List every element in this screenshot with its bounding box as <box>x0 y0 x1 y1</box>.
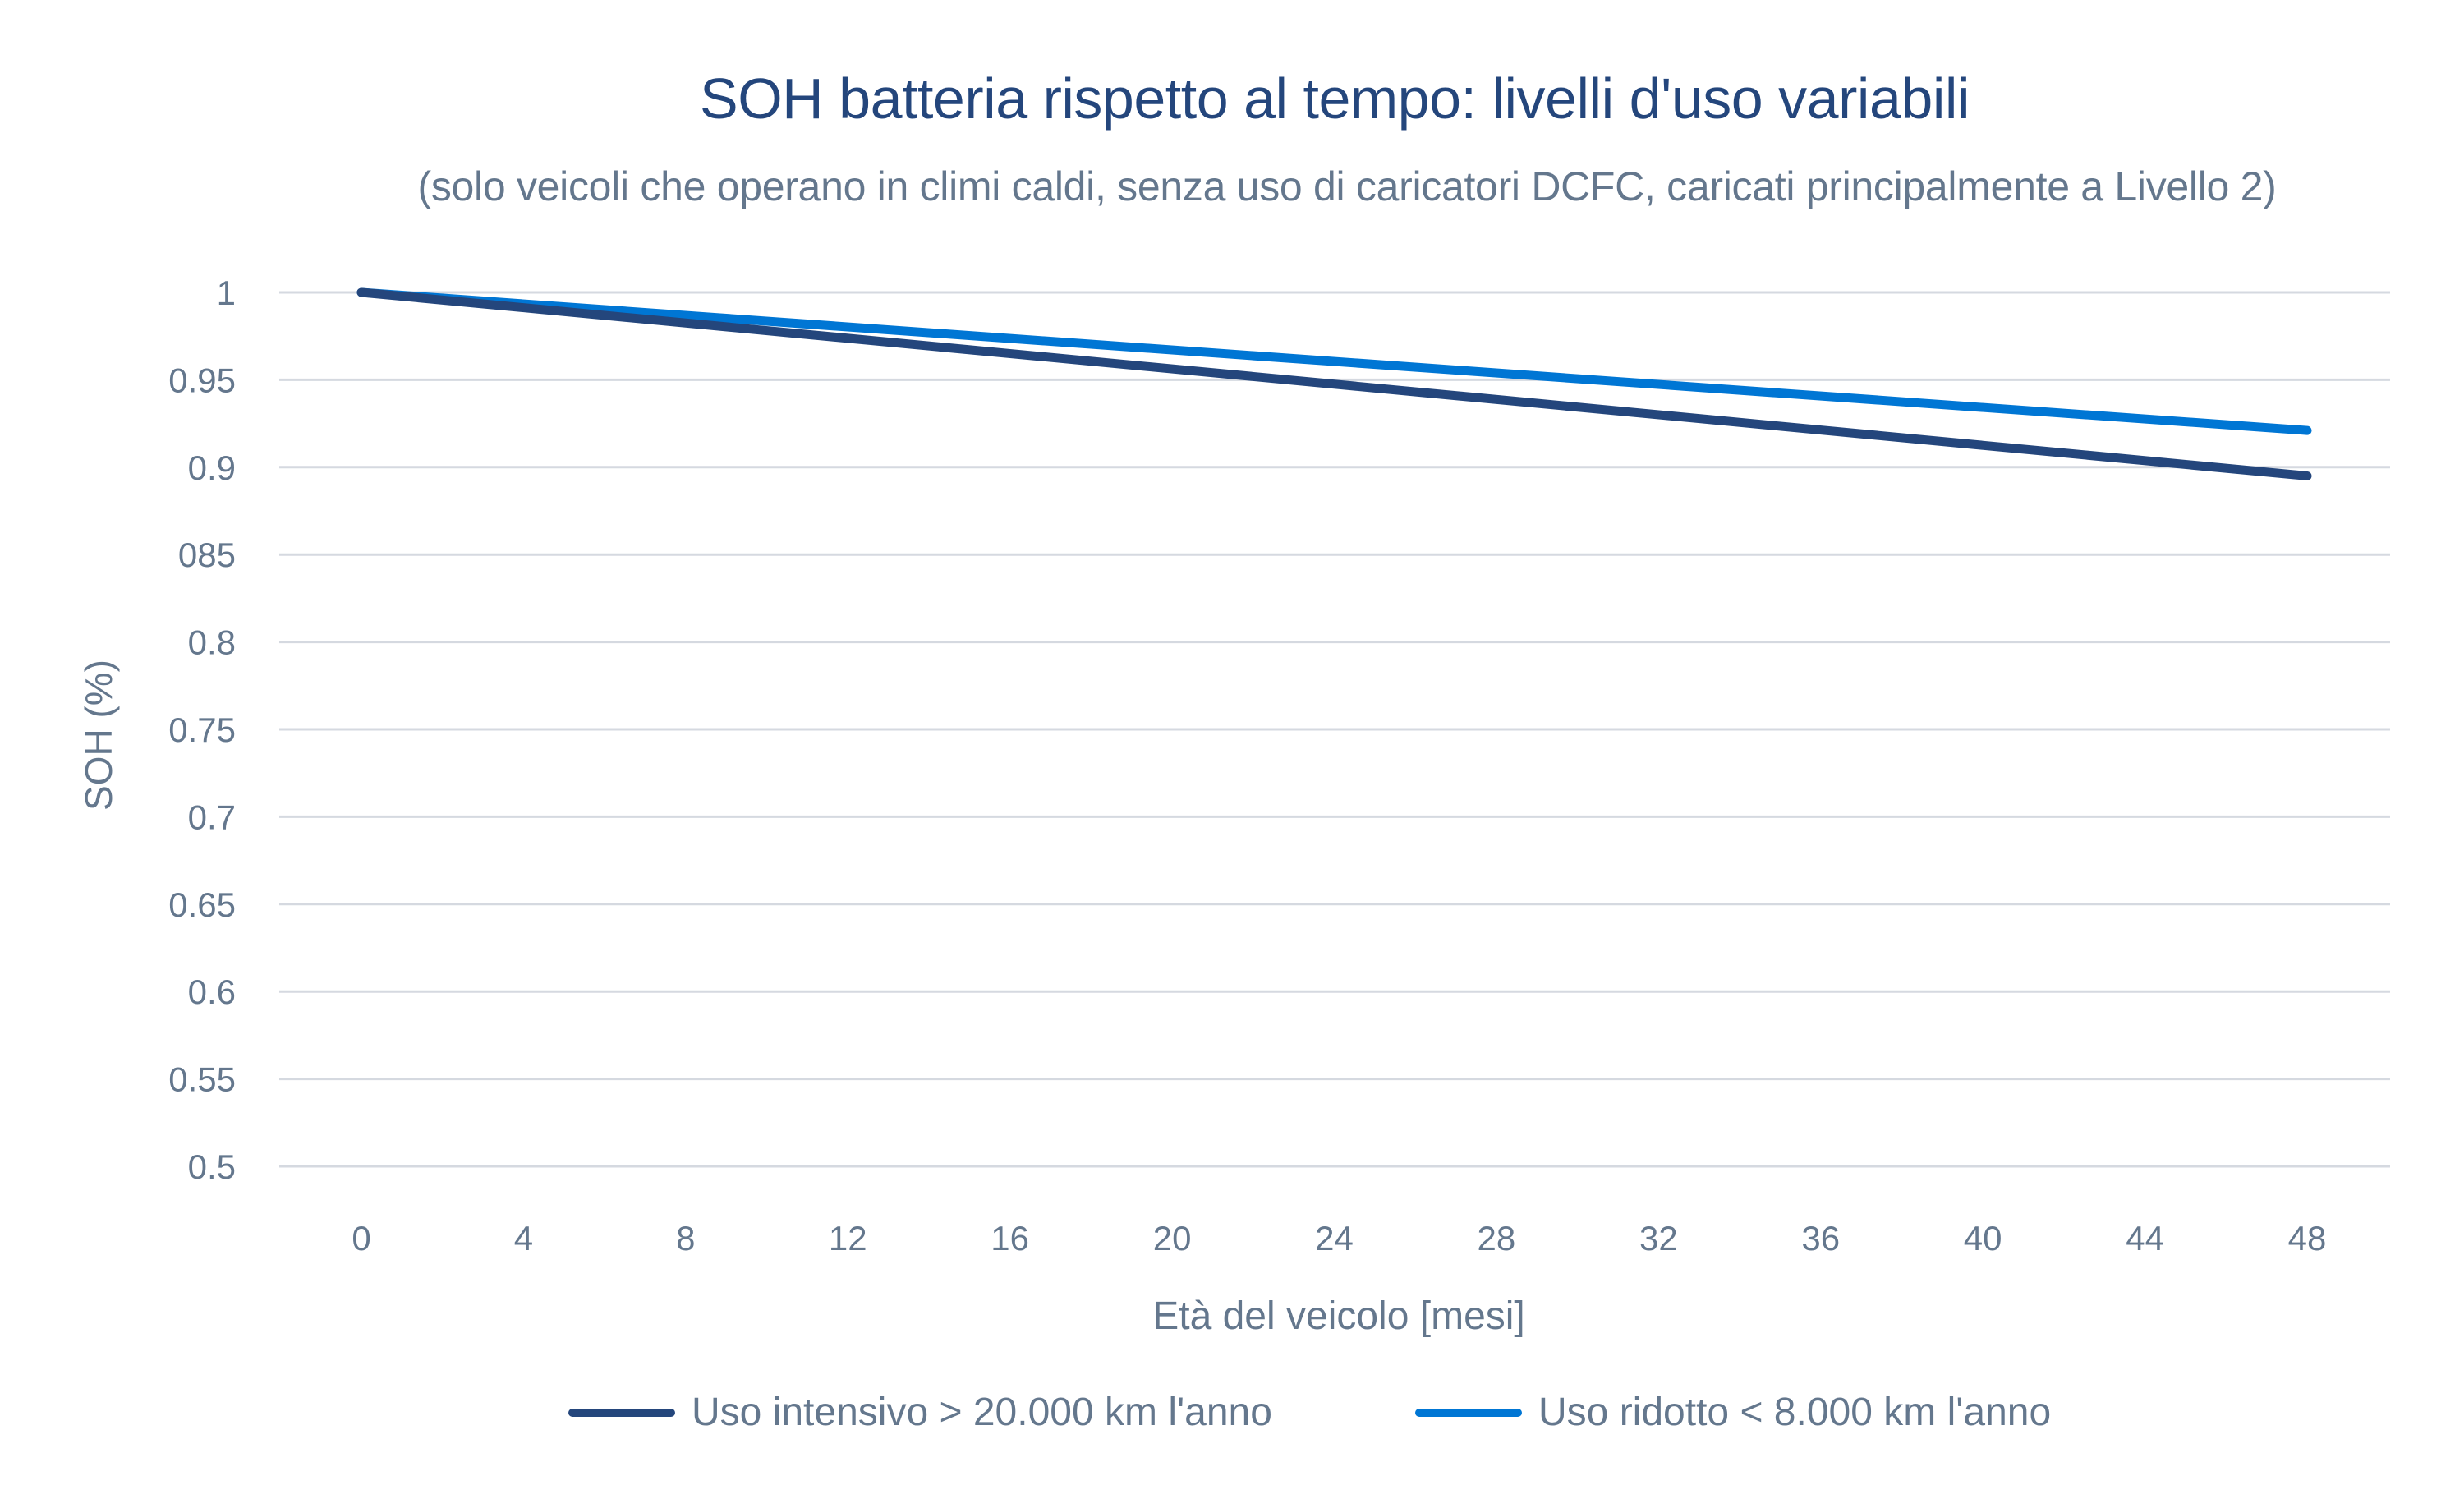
legend-label: Uso ridotto < 8.000 km l'anno <box>1538 1391 2052 1434</box>
series-line <box>356 287 2312 480</box>
y-tick-label: 1 <box>217 274 236 312</box>
x-tick-label: 20 <box>1153 1219 1192 1257</box>
x-tick-label: 0 <box>352 1219 370 1257</box>
y-tick-label: 0.55 <box>168 1060 236 1099</box>
y-tick-label: 085 <box>178 536 236 574</box>
x-tick-label: 28 <box>1478 1219 1516 1257</box>
y-tick-label: 0.65 <box>168 885 236 924</box>
x-tick-label: 4 <box>514 1219 533 1257</box>
x-tick-label: 12 <box>829 1219 867 1257</box>
y-tick-label: 0.8 <box>188 623 236 662</box>
y-tick-label: 0.95 <box>168 361 236 399</box>
y-axis-ticks: 1 0.95 0.9 085 0.8 0.75 0.7 0.65 0.6 0.55 0.5 <box>168 274 236 1186</box>
legend-label: Uso intensivo > 20.000 km l'anno <box>692 1391 1272 1434</box>
y-tick-label: 0.6 <box>188 972 236 1011</box>
legend-swatch-reduced <box>1415 1408 1522 1417</box>
gridlines <box>279 291 2390 1168</box>
legend-item-reduced[interactable]: Uso ridotto < 8.000 km l'anno <box>1415 1390 2051 1435</box>
series-line <box>356 287 2312 435</box>
legend: Uso intensivo > 20.000 km l'anno Uso rid… <box>0 1390 2464 1447</box>
y-tick-label: 0.75 <box>168 710 236 749</box>
x-tick-label: 36 <box>1801 1219 1840 1257</box>
x-tick-label: 40 <box>1964 1219 2002 1257</box>
x-tick-label: 32 <box>1639 1219 1678 1257</box>
x-tick-label: 44 <box>2126 1219 2164 1257</box>
y-tick-label: 0.9 <box>188 448 236 487</box>
x-axis-title: Età del veicolo [mesi] <box>1152 1294 1525 1338</box>
series-lines <box>356 287 2312 480</box>
x-tick-label: 8 <box>676 1219 695 1257</box>
legend-swatch-intensive <box>568 1408 675 1417</box>
y-tick-label: 0.7 <box>188 798 236 836</box>
x-axis-ticks: 0 4 8 12 16 20 24 28 32 36 40 44 48 <box>352 1219 2326 1257</box>
chart-subtitle: (solo veicoli che operano in climi caldi… <box>417 163 2277 209</box>
x-tick-label: 48 <box>2288 1219 2327 1257</box>
legend-item-intensive[interactable]: Uso intensivo > 20.000 km l'anno <box>568 1390 1272 1435</box>
y-tick-label: 0.5 <box>188 1147 236 1186</box>
x-tick-label: 16 <box>991 1219 1029 1257</box>
chart-title: SOH batteria rispetto al tempo: livelli … <box>700 67 1970 131</box>
x-tick-label: 24 <box>1315 1219 1354 1257</box>
